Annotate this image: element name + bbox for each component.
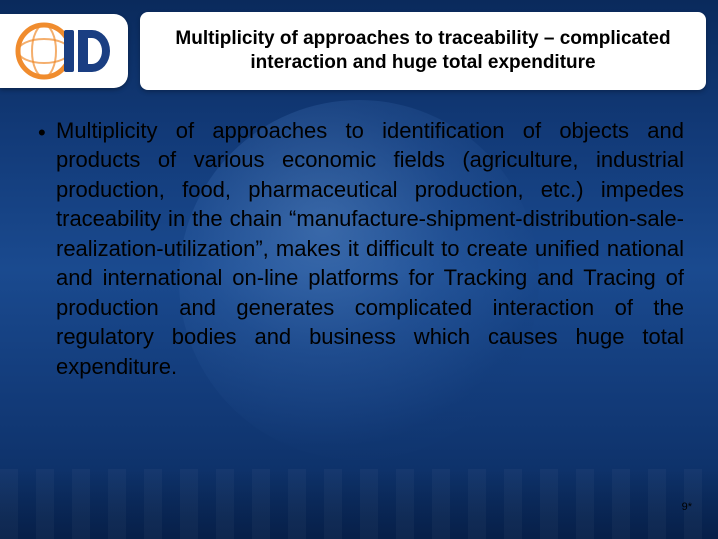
page-number: 9* [682, 501, 692, 513]
logo-plate [0, 14, 128, 88]
bullet-text: Multiplicity of approaches to identifica… [56, 116, 684, 381]
body-area: • Multiplicity of approaches to identifi… [38, 116, 684, 491]
header-band [0, 14, 718, 88]
bullet-marker: • [38, 116, 56, 147]
slide: Multiplicity of approaches to traceabili… [0, 0, 718, 539]
bullet-item: • Multiplicity of approaches to identifi… [38, 116, 684, 381]
id-logo-icon [14, 22, 114, 80]
